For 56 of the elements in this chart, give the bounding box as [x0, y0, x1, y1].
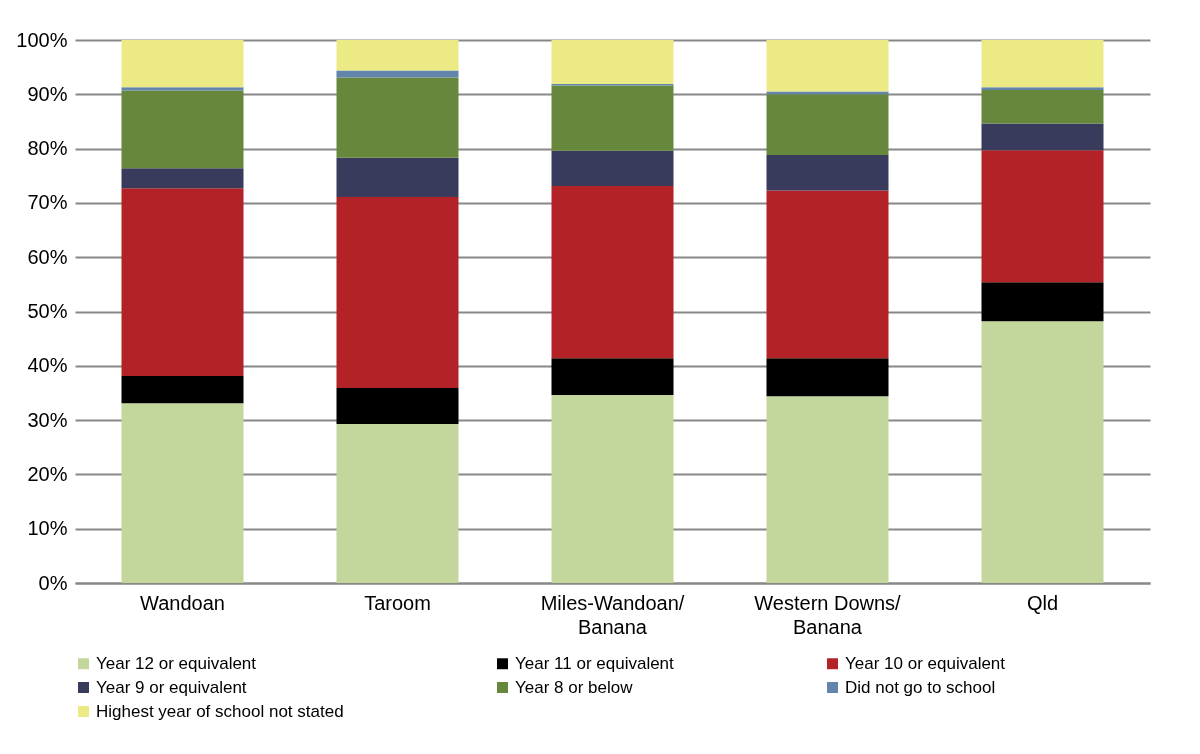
bar — [766, 190, 889, 359]
bar — [981, 150, 1104, 283]
y-tick-label: 30% — [27, 408, 68, 431]
legend-label: Year 11 or equivalent — [515, 653, 675, 673]
x-tick-label: Taroom — [364, 591, 431, 614]
bar — [121, 376, 244, 404]
x-tick-label: Qld — [1026, 591, 1059, 614]
bar — [981, 40, 1104, 88]
bar — [766, 40, 889, 92]
legend-label: Year 12 or equivalent — [96, 653, 257, 673]
bar — [551, 186, 674, 359]
bar — [551, 358, 674, 396]
y-tick-label: 20% — [27, 462, 68, 485]
y-tick-label: 100% — [16, 28, 68, 51]
bar — [121, 40, 244, 88]
bar — [121, 90, 244, 169]
bar — [981, 282, 1104, 322]
y-tick-label: 70% — [27, 191, 68, 214]
bar — [336, 423, 459, 583]
bar — [766, 396, 889, 583]
y-tick-label: 10% — [27, 517, 68, 540]
bar — [336, 70, 459, 78]
bar — [981, 89, 1104, 124]
bar — [336, 40, 459, 71]
legend-label: Year 8 or below — [515, 677, 634, 697]
x-tick-label: Miles-Wandoan/ Banana — [540, 591, 685, 638]
bar — [981, 321, 1104, 583]
y-tick-label: 40% — [27, 354, 68, 377]
legend-label: Year 9 or equivalent — [96, 677, 247, 697]
bar — [121, 188, 244, 377]
bar — [981, 87, 1104, 90]
bar — [336, 196, 459, 389]
bar — [981, 123, 1104, 151]
legend-label: Year 10 or equivalent — [845, 653, 1006, 673]
bar — [551, 150, 674, 187]
y-tick-label: 90% — [27, 82, 68, 105]
bar — [121, 168, 244, 189]
bar — [121, 87, 244, 91]
y-tick-label: 50% — [27, 300, 68, 322]
x-tick-label: Wandoan — [140, 591, 225, 614]
bar — [551, 395, 674, 583]
bar — [551, 40, 674, 84]
bar — [336, 388, 459, 424]
bar — [551, 85, 674, 151]
y-tick-label: 60% — [27, 245, 68, 268]
bar — [336, 77, 459, 158]
bar — [766, 358, 889, 397]
legend-label: Highest year of school not stated — [96, 701, 344, 721]
bar — [336, 157, 459, 197]
x-tick-label: Western Downs/ Banana — [754, 591, 902, 638]
y-tick-label: 0% — [38, 571, 68, 594]
legend-label: Did not go to school — [845, 677, 996, 697]
y-tick-label: 80% — [27, 137, 68, 160]
bar — [766, 94, 889, 156]
bar — [766, 155, 889, 191]
bar — [121, 403, 244, 583]
